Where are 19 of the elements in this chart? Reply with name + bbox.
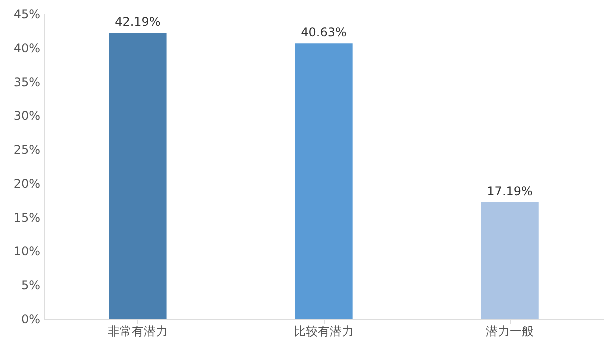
bar [295, 44, 353, 319]
x-tick-label: 潜力一般 [486, 324, 534, 338]
y-tick-label: 30% [14, 109, 40, 124]
y-tick-label: 20% [14, 176, 40, 191]
y-tick-label: 25% [14, 143, 40, 158]
y-tick-label: 10% [14, 244, 40, 259]
y-tick-label: 0% [21, 312, 40, 326]
data-label: 17.19% [487, 184, 533, 198]
y-tick-label: 5% [21, 278, 40, 293]
bar [109, 33, 167, 319]
y-tick-label: 40% [14, 41, 40, 56]
y-tick-label: 45% [14, 8, 40, 22]
y-tick-label: 15% [14, 210, 40, 225]
bar [481, 202, 539, 319]
x-tick-label: 非常有潜力 [108, 324, 168, 338]
data-label: 40.63% [301, 26, 347, 40]
data-label: 42.19% [115, 15, 161, 30]
y-tick-label: 35% [14, 75, 40, 90]
x-tick-label: 比较有潜力 [294, 324, 354, 338]
